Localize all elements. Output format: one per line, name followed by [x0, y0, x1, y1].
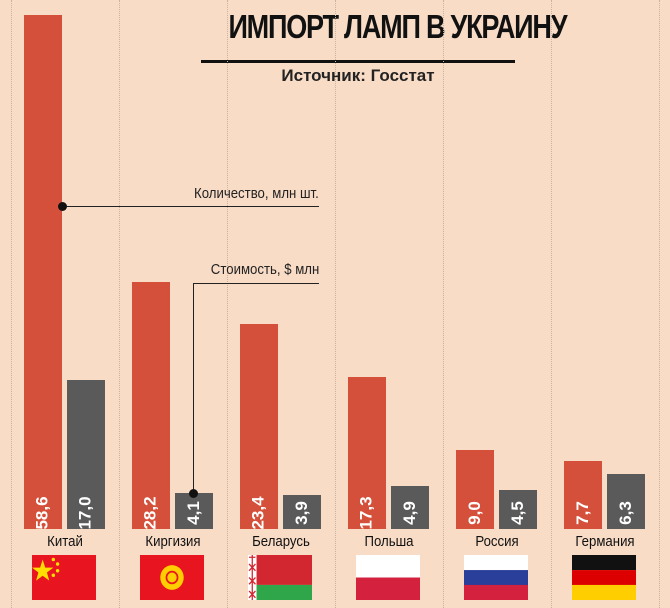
- legend-quantity-line: [62, 206, 319, 207]
- data-label: 6,3: [607, 501, 645, 525]
- quantity-bar: 23,4: [240, 323, 278, 530]
- china-flag-icon: [32, 555, 96, 600]
- quantity-bar: 28,2: [132, 281, 170, 530]
- grid-line: [335, 0, 336, 608]
- grid-line: [11, 0, 12, 608]
- poland-flag-icon: [356, 555, 420, 600]
- data-label: 4,5: [499, 501, 537, 525]
- data-label: 28,2: [132, 496, 170, 529]
- category-label: Китай: [47, 533, 83, 550]
- data-label: 17,3: [348, 496, 386, 529]
- grid-line: [443, 0, 444, 608]
- legend-value-dot: [189, 489, 198, 498]
- legend-quantity-label: Количество, млн шт.: [194, 185, 319, 202]
- value-bar: 3,9: [283, 494, 321, 529]
- belarus-flag-icon: [248, 555, 312, 600]
- data-label-text: 4,9: [399, 501, 419, 525]
- quantity-bar: 17,3: [348, 377, 386, 530]
- value-bar: 4,9: [391, 486, 429, 529]
- data-label-text: 17,0: [76, 496, 95, 530]
- data-label-text: 58,6: [33, 496, 52, 530]
- legend-quantity-dot: [58, 202, 67, 211]
- data-label: 4,1: [175, 501, 213, 525]
- quantity-bar: 9,0: [456, 450, 494, 529]
- data-label: 58,6: [24, 496, 62, 529]
- data-label-text: 4,1: [183, 501, 203, 525]
- data-label: 4,9: [391, 501, 429, 525]
- quantity-bar: 7,7: [564, 461, 602, 529]
- data-label-text: 9,0: [464, 501, 484, 525]
- chart-title: ИМПОРТ ЛАМП В УКРАИНУ: [228, 8, 567, 45]
- category-label: Беларусь: [252, 533, 310, 550]
- data-label-text: 3,9: [291, 501, 311, 525]
- category-label: Германия: [575, 533, 635, 550]
- legend-value-label: Стоимость, $ млн: [210, 261, 319, 278]
- data-label-text: 17,3: [357, 496, 376, 530]
- data-label: 3,9: [283, 501, 321, 525]
- legend-value-line-v: [193, 283, 194, 493]
- data-label-text: 6,3: [615, 501, 635, 525]
- germany-flag-icon: [572, 555, 636, 600]
- russia-flag-icon: [464, 555, 528, 600]
- data-label-text: 7,7: [572, 501, 592, 525]
- value-bar: 4,1: [175, 493, 213, 529]
- data-label: 7,7: [564, 501, 602, 525]
- value-bar: 17,0: [67, 379, 105, 530]
- value-bar: 4,5: [499, 489, 537, 529]
- category-label: Киргизия: [145, 533, 201, 550]
- category-label: Польша: [364, 533, 414, 550]
- data-label: 23,4: [240, 496, 278, 529]
- grid-line: [119, 0, 120, 608]
- data-label: 9,0: [456, 501, 494, 525]
- title-rule: [201, 60, 515, 63]
- grid-line: [551, 0, 552, 608]
- data-label-text: 28,2: [141, 496, 160, 530]
- source-note: Источник: Госстат: [281, 66, 435, 85]
- data-label-text: 4,5: [507, 501, 527, 525]
- grid-line: [227, 0, 228, 608]
- data-label-text: 23,4: [249, 496, 268, 530]
- legend-value-line-h: [193, 283, 319, 284]
- category-label: Россия: [475, 533, 519, 550]
- quantity-bar: 58,6: [24, 15, 62, 530]
- grid-line: [659, 0, 660, 608]
- kyrgyzstan-flag-icon: [140, 555, 204, 600]
- value-bar: 6,3: [607, 473, 645, 529]
- data-label: 17,0: [67, 496, 105, 529]
